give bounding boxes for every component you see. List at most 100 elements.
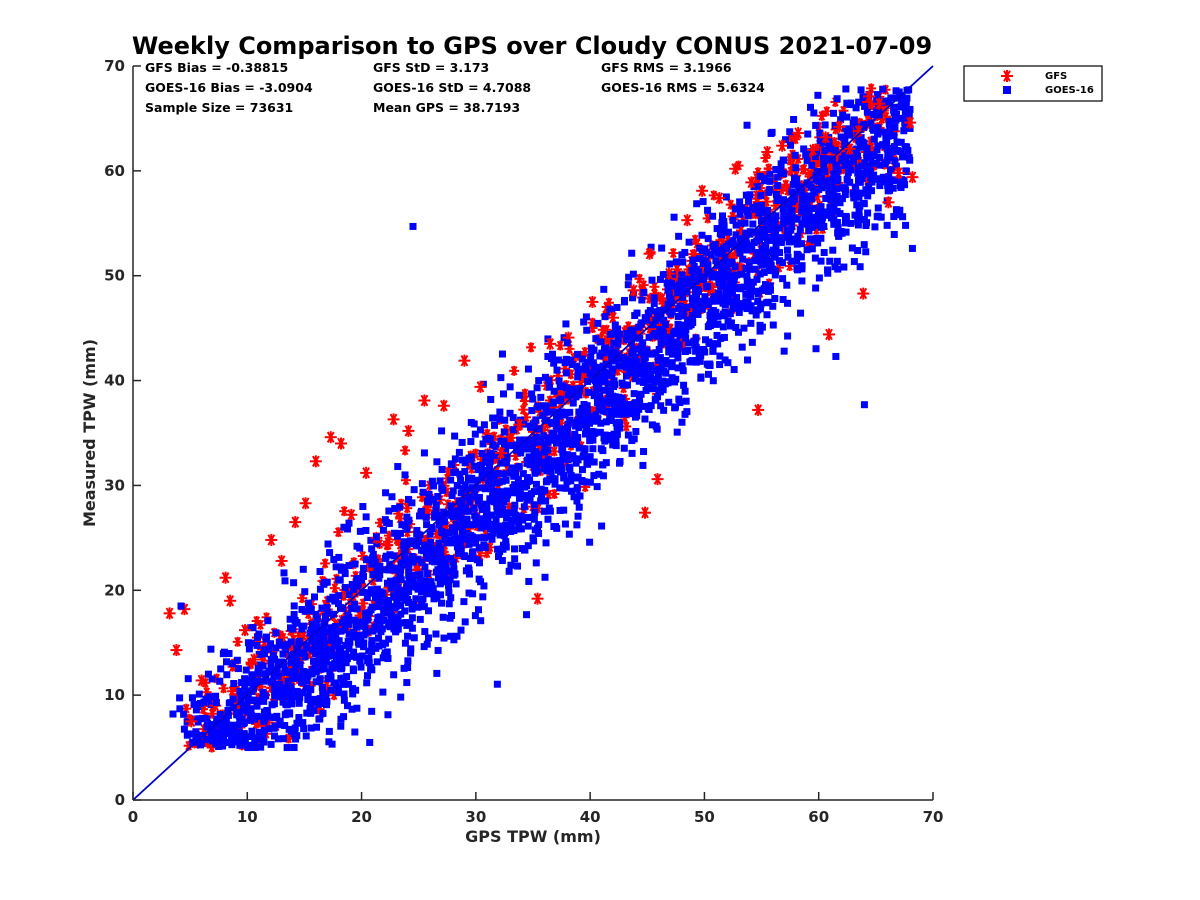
goes-16-cloud-point xyxy=(239,706,247,714)
goes-16-cloud-point xyxy=(316,664,324,672)
goes-16-cloud-point xyxy=(461,468,469,476)
goes-16-cloud-point xyxy=(341,626,349,634)
goes-16-cloud-point xyxy=(892,116,900,124)
goes-16-cloud-point xyxy=(621,356,629,364)
goes-16-cloud-point xyxy=(798,262,806,270)
goes-16-cloud-point xyxy=(473,534,481,542)
goes-16-cloud-point xyxy=(562,369,570,377)
goes-16-cloud-point xyxy=(514,562,522,570)
goes-16-cloud-point xyxy=(291,724,299,732)
goes-16-cloud-point xyxy=(879,178,887,186)
goes-16-cloud-point xyxy=(551,480,559,488)
goes-16-cloud-point xyxy=(603,370,611,378)
goes-16-cloud-point xyxy=(302,732,310,740)
goes-16-cloud-point xyxy=(709,377,717,385)
goes-16-cloud-point xyxy=(439,486,447,494)
goes-16-cloud-point xyxy=(480,582,488,590)
goes-16-cloud-point xyxy=(270,670,278,678)
goes-16-cloud-point xyxy=(705,361,713,369)
goes-16-cloud-point xyxy=(719,323,727,331)
goes-16-cloud-point xyxy=(351,728,359,736)
goes-16-point xyxy=(235,728,243,736)
gfs-cloud-point xyxy=(649,281,660,292)
goes-16-cloud-point xyxy=(713,331,721,339)
goes-16-cloud-point xyxy=(890,103,898,111)
goes-16-cloud-point xyxy=(701,348,709,356)
goes-16-cloud-point xyxy=(477,617,485,625)
goes-16-cloud-point xyxy=(523,611,531,619)
goes-16-cloud-point xyxy=(402,593,410,601)
goes-16-cloud-point xyxy=(698,231,706,239)
goes-16-cloud-point xyxy=(656,275,664,283)
goes-16-cloud-point xyxy=(380,603,388,611)
y-tick-label: 40 xyxy=(104,372,125,390)
goes-16-cloud-point xyxy=(394,614,402,622)
goes-16-cloud-point xyxy=(641,314,649,322)
goes-16-cloud-point xyxy=(475,484,483,492)
goes-16-cloud-point xyxy=(728,274,736,282)
goes-16-cloud-point xyxy=(439,613,447,621)
goes-16-cloud-point xyxy=(784,208,792,216)
goes-16-cloud-point xyxy=(668,359,676,367)
goes-16-cloud-point xyxy=(628,249,636,257)
goes-16-cloud-point xyxy=(761,177,769,185)
goes-16-cloud-point xyxy=(825,186,833,194)
goes-16-cloud-point xyxy=(194,718,202,726)
goes-16-cloud-point xyxy=(586,478,594,486)
goes-16-cloud-point xyxy=(879,85,887,93)
goes-16-cloud-point xyxy=(876,153,884,161)
legend-goes-marker xyxy=(1003,86,1011,94)
goes-16-cloud-point xyxy=(500,428,508,436)
goes-16-cloud-point xyxy=(899,213,907,221)
goes-16-cloud-point xyxy=(418,507,426,515)
gfs-point xyxy=(239,624,251,637)
goes-16-cloud-point xyxy=(475,544,483,552)
goes-16-cloud-point xyxy=(356,657,364,665)
goes-16-cloud-point xyxy=(635,394,643,402)
goes-16-cloud-point xyxy=(887,166,895,174)
goes-16-cloud-point xyxy=(636,334,644,342)
goes-16-cloud-point xyxy=(633,370,641,378)
goes-16-cloud-point xyxy=(547,436,555,444)
goes-16-cloud-point xyxy=(718,212,726,220)
goes-16-cloud-point xyxy=(732,231,740,239)
goes-16-cloud-point xyxy=(457,489,465,497)
goes-16-cloud-point xyxy=(225,650,233,658)
goes-16-cloud-point xyxy=(397,693,405,701)
goes-16-cloud-point xyxy=(642,366,650,374)
goes-16-cloud-point xyxy=(414,538,422,546)
goes-16-cloud-point xyxy=(219,735,227,743)
goes-16-cloud-point xyxy=(375,603,383,611)
goes-16-cloud-point xyxy=(396,503,404,511)
goes-16-cloud-point xyxy=(485,462,493,470)
goes-16-cloud-point xyxy=(312,650,320,658)
goes-16-cloud-point xyxy=(778,259,786,267)
goes-16-cloud-point xyxy=(461,618,469,626)
goes-16-cloud-point xyxy=(771,271,779,279)
goes-16-cloud-point xyxy=(906,156,914,164)
goes-16-cloud-point xyxy=(817,203,825,211)
goes-16-cloud-point xyxy=(681,387,689,395)
goes-16-cloud-point xyxy=(904,146,912,154)
goes-16-cloud-point xyxy=(673,328,681,336)
goes-16-cloud-point xyxy=(382,552,390,560)
goes-16-cloud-point xyxy=(397,566,405,574)
goes-16-cloud-point xyxy=(586,369,594,377)
goes-16-cloud-point xyxy=(670,213,678,221)
goes-16-point xyxy=(650,294,658,302)
goes-16-cloud-point xyxy=(780,210,788,218)
goes-16-cloud-point xyxy=(722,284,730,292)
goes-16-cloud-point xyxy=(376,619,384,627)
gfs-cloud-point xyxy=(780,179,791,190)
goes-16-cloud-point xyxy=(509,464,517,472)
goes-16-cloud-point xyxy=(410,634,418,642)
goes-16-cloud-point xyxy=(300,649,308,657)
goes-16-cloud-point xyxy=(882,134,890,142)
goes-16-cloud-point xyxy=(397,562,405,570)
goes-16-cloud-point xyxy=(594,319,602,327)
goes-16-cloud-point xyxy=(738,242,746,250)
goes-16-cloud-point xyxy=(360,639,368,647)
goes-16-cloud-point xyxy=(434,492,442,500)
goes-16-cloud-point xyxy=(881,142,889,150)
goes-16-cloud-point xyxy=(521,481,529,489)
